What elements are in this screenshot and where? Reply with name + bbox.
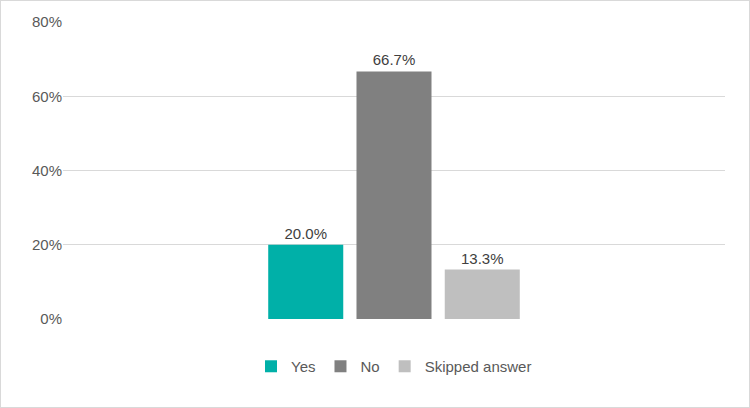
svg-text:13.3%: 13.3%	[461, 250, 504, 267]
svg-text:0%: 0%	[40, 310, 62, 327]
svg-text:20%: 20%	[32, 236, 62, 253]
svg-text:66.7%: 66.7%	[373, 51, 416, 68]
svg-text:40%: 40%	[32, 162, 62, 179]
svg-text:80%: 80%	[32, 13, 62, 30]
svg-text:60%: 60%	[32, 88, 62, 105]
svg-text:20.0%: 20.0%	[284, 225, 327, 242]
svg-text:Yes: Yes	[291, 358, 315, 375]
svg-text:No: No	[360, 358, 379, 375]
svg-text:Skipped answer: Skipped answer	[425, 358, 532, 375]
